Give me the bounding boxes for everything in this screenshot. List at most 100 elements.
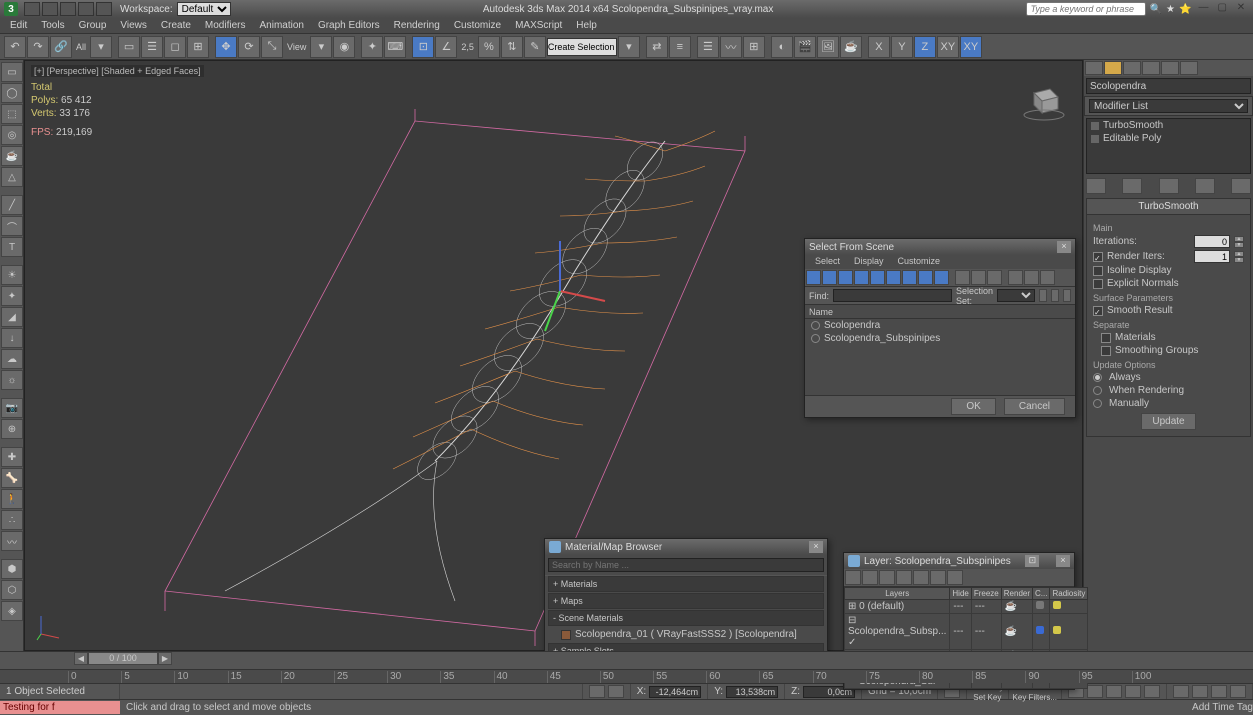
setkey-button[interactable]: Set Key [973, 694, 1001, 701]
ltool-camera-icon[interactable]: 📷 [1, 398, 23, 418]
unique-icon[interactable] [1159, 178, 1179, 194]
ltool-cone-icon[interactable]: △ [1, 167, 23, 187]
sfs-selset-dropdown[interactable] [997, 289, 1035, 302]
pin-stack-icon[interactable] [1086, 178, 1106, 194]
menu-create[interactable]: Create [155, 19, 197, 32]
axis-z-button[interactable]: Z [914, 36, 936, 58]
tab-hierarchy-icon[interactable] [1123, 61, 1141, 75]
window-cross-icon[interactable]: ⊞ [187, 36, 209, 58]
sfs-filter-shape-icon[interactable] [822, 270, 837, 285]
update-manual-radio[interactable] [1093, 399, 1102, 408]
favorites-icon[interactable]: ⭐ [1179, 4, 1191, 15]
ltool-particles-icon[interactable]: ∴ [1, 510, 23, 530]
sfs-cancel-button[interactable]: Cancel [1004, 398, 1065, 415]
menu-help[interactable]: Help [570, 19, 603, 32]
ltool-text-icon[interactable]: T [1, 237, 23, 257]
coord-x-input[interactable] [649, 686, 701, 698]
modifier-stack[interactable]: TurboSmooth Editable Poly [1086, 118, 1251, 174]
menu-maxscript[interactable]: MAXScript [509, 19, 568, 32]
ltool-misc1-icon[interactable]: ⬢ [1, 559, 23, 579]
sfs-filter-bone-icon[interactable] [934, 270, 949, 285]
sfs-filter-xref-icon[interactable] [918, 270, 933, 285]
update-always-radio[interactable] [1093, 373, 1102, 382]
lock-icon[interactable] [589, 685, 605, 698]
ltool-light-icon[interactable]: ☀ [1, 265, 23, 285]
select-rect-icon[interactable]: ◻ [164, 36, 186, 58]
sfs-item-subspinipes[interactable]: Scolopendra_Subspinipes [805, 332, 1075, 345]
layer-freeze-icon[interactable] [947, 570, 963, 585]
nav-zoomall-icon[interactable] [1230, 685, 1246, 698]
redo-icon[interactable]: ↷ [27, 36, 49, 58]
tab-modify-icon[interactable] [1104, 61, 1122, 75]
spinner-snap-icon[interactable]: ⇅ [501, 36, 523, 58]
select-icon[interactable]: ▭ [118, 36, 140, 58]
sfs-filter-cam-icon[interactable] [854, 270, 869, 285]
render-iters-check[interactable] [1093, 252, 1103, 262]
rollout-title[interactable]: TurboSmooth [1087, 199, 1250, 215]
schematic-icon[interactable]: ⊞ [743, 36, 765, 58]
editnamed-icon[interactable]: ✎ [524, 36, 546, 58]
ltool-space-icon[interactable]: 〰 [1, 531, 23, 551]
layers-icon[interactable]: ☰ [697, 36, 719, 58]
tab-utilities-icon[interactable] [1180, 61, 1198, 75]
nav-zoom-icon[interactable] [1192, 685, 1208, 698]
move-icon[interactable]: ✥ [215, 36, 237, 58]
pivot-icon[interactable]: ◉ [333, 36, 355, 58]
sfs-invert-icon[interactable] [987, 270, 1002, 285]
sfs-children-icon[interactable] [1040, 270, 1055, 285]
workspace-dropdown[interactable]: Default [177, 2, 231, 16]
menu-grapheditors[interactable]: Graph Editors [312, 19, 386, 32]
render-icon[interactable]: ☕ [840, 36, 862, 58]
qa-redo-icon[interactable] [96, 2, 112, 16]
sfs-collapse-icon[interactable] [1024, 270, 1039, 285]
sfs-selset-b2-icon[interactable] [1051, 289, 1059, 302]
sfs-filter-helper-icon[interactable] [870, 270, 885, 285]
named-sel-dropdown[interactable]: ▾ [618, 36, 640, 58]
layer-new-icon[interactable] [845, 570, 861, 585]
layer-col-render[interactable]: Render [1001, 588, 1032, 600]
ltool-line-icon[interactable]: ╱ [1, 195, 23, 215]
snap-icon[interactable]: ⊡ [412, 36, 434, 58]
axis-xy2-button[interactable]: XY [960, 36, 982, 58]
keyfilters-button[interactable]: Key Filters... [1013, 694, 1057, 701]
remove-mod-icon[interactable] [1195, 178, 1215, 194]
select-name-icon[interactable]: ☰ [141, 36, 163, 58]
select-from-scene-dialog[interactable]: Select From Scene× Select Display Custom… [804, 238, 1076, 418]
help-icon[interactable]: 🔍 [1150, 4, 1162, 15]
play-next-icon[interactable] [1125, 685, 1141, 698]
sfs-find-input[interactable] [833, 289, 952, 302]
isoline-check[interactable] [1093, 266, 1103, 276]
object-name-input[interactable] [1086, 78, 1251, 94]
add-time-tag[interactable]: Add Time Tag [1192, 702, 1253, 713]
restore-button[interactable]: ▢ [1214, 2, 1230, 16]
sfs-filter-geom-icon[interactable] [806, 270, 821, 285]
ltool-skylight-icon[interactable]: ☁ [1, 349, 23, 369]
layer-col-color[interactable]: C... [1033, 588, 1050, 600]
tab-display-icon[interactable] [1161, 61, 1179, 75]
ltool-spot-icon[interactable]: ◢ [1, 307, 23, 327]
layer-close-icon[interactable]: × [1056, 555, 1070, 567]
menu-tools[interactable]: Tools [35, 19, 70, 32]
layer-row-subsp[interactable]: ⊟ Scolopendra_Subsp... ✓------☕ [845, 614, 1088, 650]
axis-x-button[interactable]: X [868, 36, 890, 58]
sfs-filter-light-icon[interactable] [838, 270, 853, 285]
iterations-input[interactable] [1194, 235, 1230, 248]
scale-icon[interactable]: ⤡ [261, 36, 283, 58]
ltool-box-icon[interactable]: ▭ [1, 62, 23, 82]
play-icon[interactable] [1106, 685, 1122, 698]
update-render-radio[interactable] [1093, 386, 1102, 395]
layer-add-icon[interactable] [879, 570, 895, 585]
ltool-target-icon[interactable]: ⊕ [1, 419, 23, 439]
play-prev-icon[interactable] [1087, 685, 1103, 698]
close-button[interactable]: ✕ [1233, 2, 1249, 16]
layer-del-icon[interactable] [862, 570, 878, 585]
viewport-label[interactable]: [+] [Perspective] [Shaded + Edged Faces] [31, 65, 204, 77]
sfs-none-icon[interactable] [971, 270, 986, 285]
link-icon[interactable]: 🔗 [50, 36, 72, 58]
viewcube[interactable] [1020, 75, 1068, 123]
sfs-expand-icon[interactable] [1008, 270, 1023, 285]
ltool-omni-icon[interactable]: ✦ [1, 286, 23, 306]
nav-pan-icon[interactable] [1173, 685, 1189, 698]
mmb-close-icon[interactable]: × [809, 541, 823, 553]
mmb-search-input[interactable] [548, 558, 824, 572]
